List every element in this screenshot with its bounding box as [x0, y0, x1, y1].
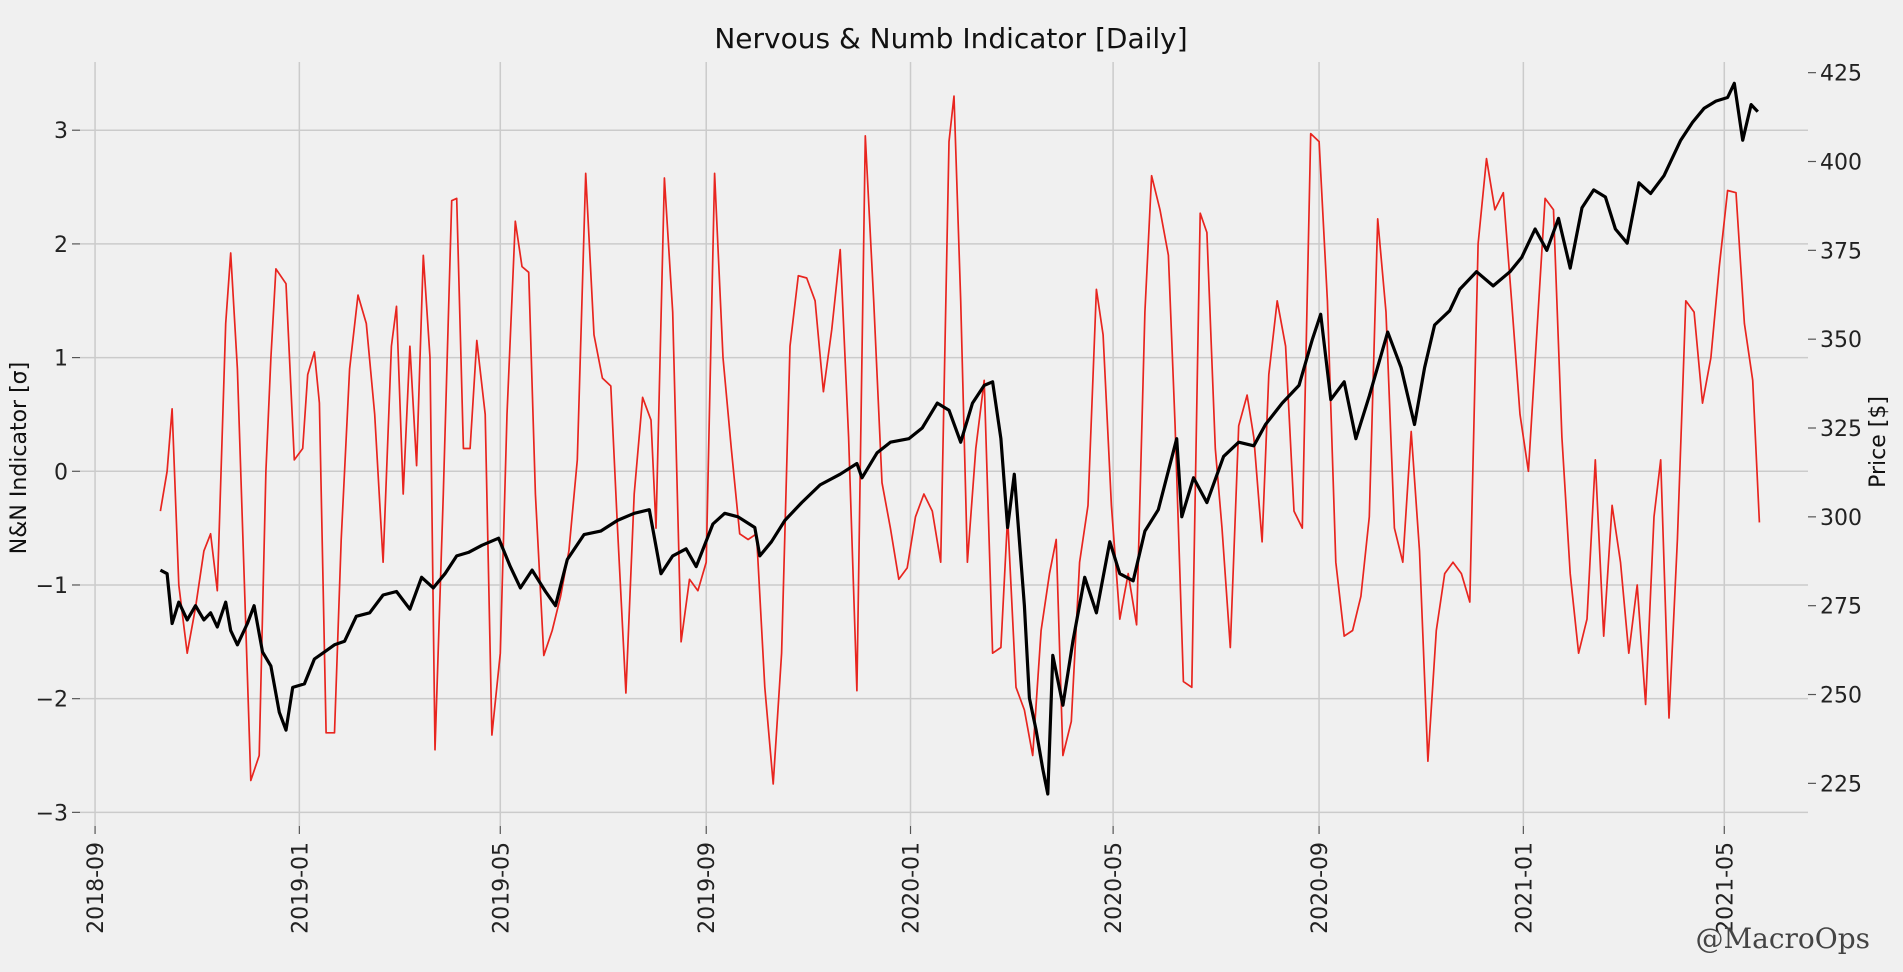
x-tick-label: 2019-05: [489, 842, 514, 934]
grid-lines: [72, 62, 1816, 834]
y-tick-label: −3: [36, 801, 68, 826]
x-tick-label: 2018-09: [84, 842, 109, 934]
y2-tick-label: 350: [1820, 328, 1862, 353]
y2-axis-label: Price [$]: [1866, 396, 1891, 488]
y-tick-label: 1: [54, 347, 68, 372]
y-tick-label: −2: [36, 688, 68, 713]
y-tick-label: 0: [54, 460, 68, 485]
y2-tick-label: 250: [1820, 684, 1862, 709]
y-tick-label: 3: [54, 119, 68, 144]
chart-title: Nervous & Numb Indicator [Daily]: [714, 22, 1187, 55]
x-tick-label: 2020-01: [900, 842, 925, 934]
x-tick-label: 2020-09: [1308, 842, 1333, 934]
x-tick-label: 2021-01: [1512, 842, 1537, 934]
y2-tick-label: 400: [1820, 150, 1862, 175]
y2-tick-label: 425: [1820, 62, 1862, 87]
y-tick-label: 2: [54, 233, 68, 258]
tick-labels: 2018-09 2019-01 2019-05 2019-09 2020-01 2020-…: [36, 62, 1862, 934]
watermark: @MacroOps: [1695, 922, 1870, 955]
x-tick-label: 2020-05: [1102, 842, 1127, 934]
y2-tick-label: 375: [1820, 239, 1862, 264]
x-tick-label: 2021-05: [1713, 842, 1738, 934]
y2-tick-label: 325: [1820, 417, 1862, 442]
y2-tick-label: 300: [1820, 506, 1862, 531]
y2-tick-label: 225: [1820, 772, 1862, 797]
x-tick-label: 2019-01: [288, 842, 313, 934]
y-tick-label: −1: [36, 574, 68, 599]
price-series-line: [159, 81, 1759, 796]
indicator-series-line: [159, 95, 1761, 785]
y-axis-label: N&N Indicator [σ]: [7, 362, 32, 554]
y2-tick-label: 275: [1820, 595, 1862, 620]
series-lines: [159, 81, 1761, 796]
x-tick-label: 2019-09: [695, 842, 720, 934]
